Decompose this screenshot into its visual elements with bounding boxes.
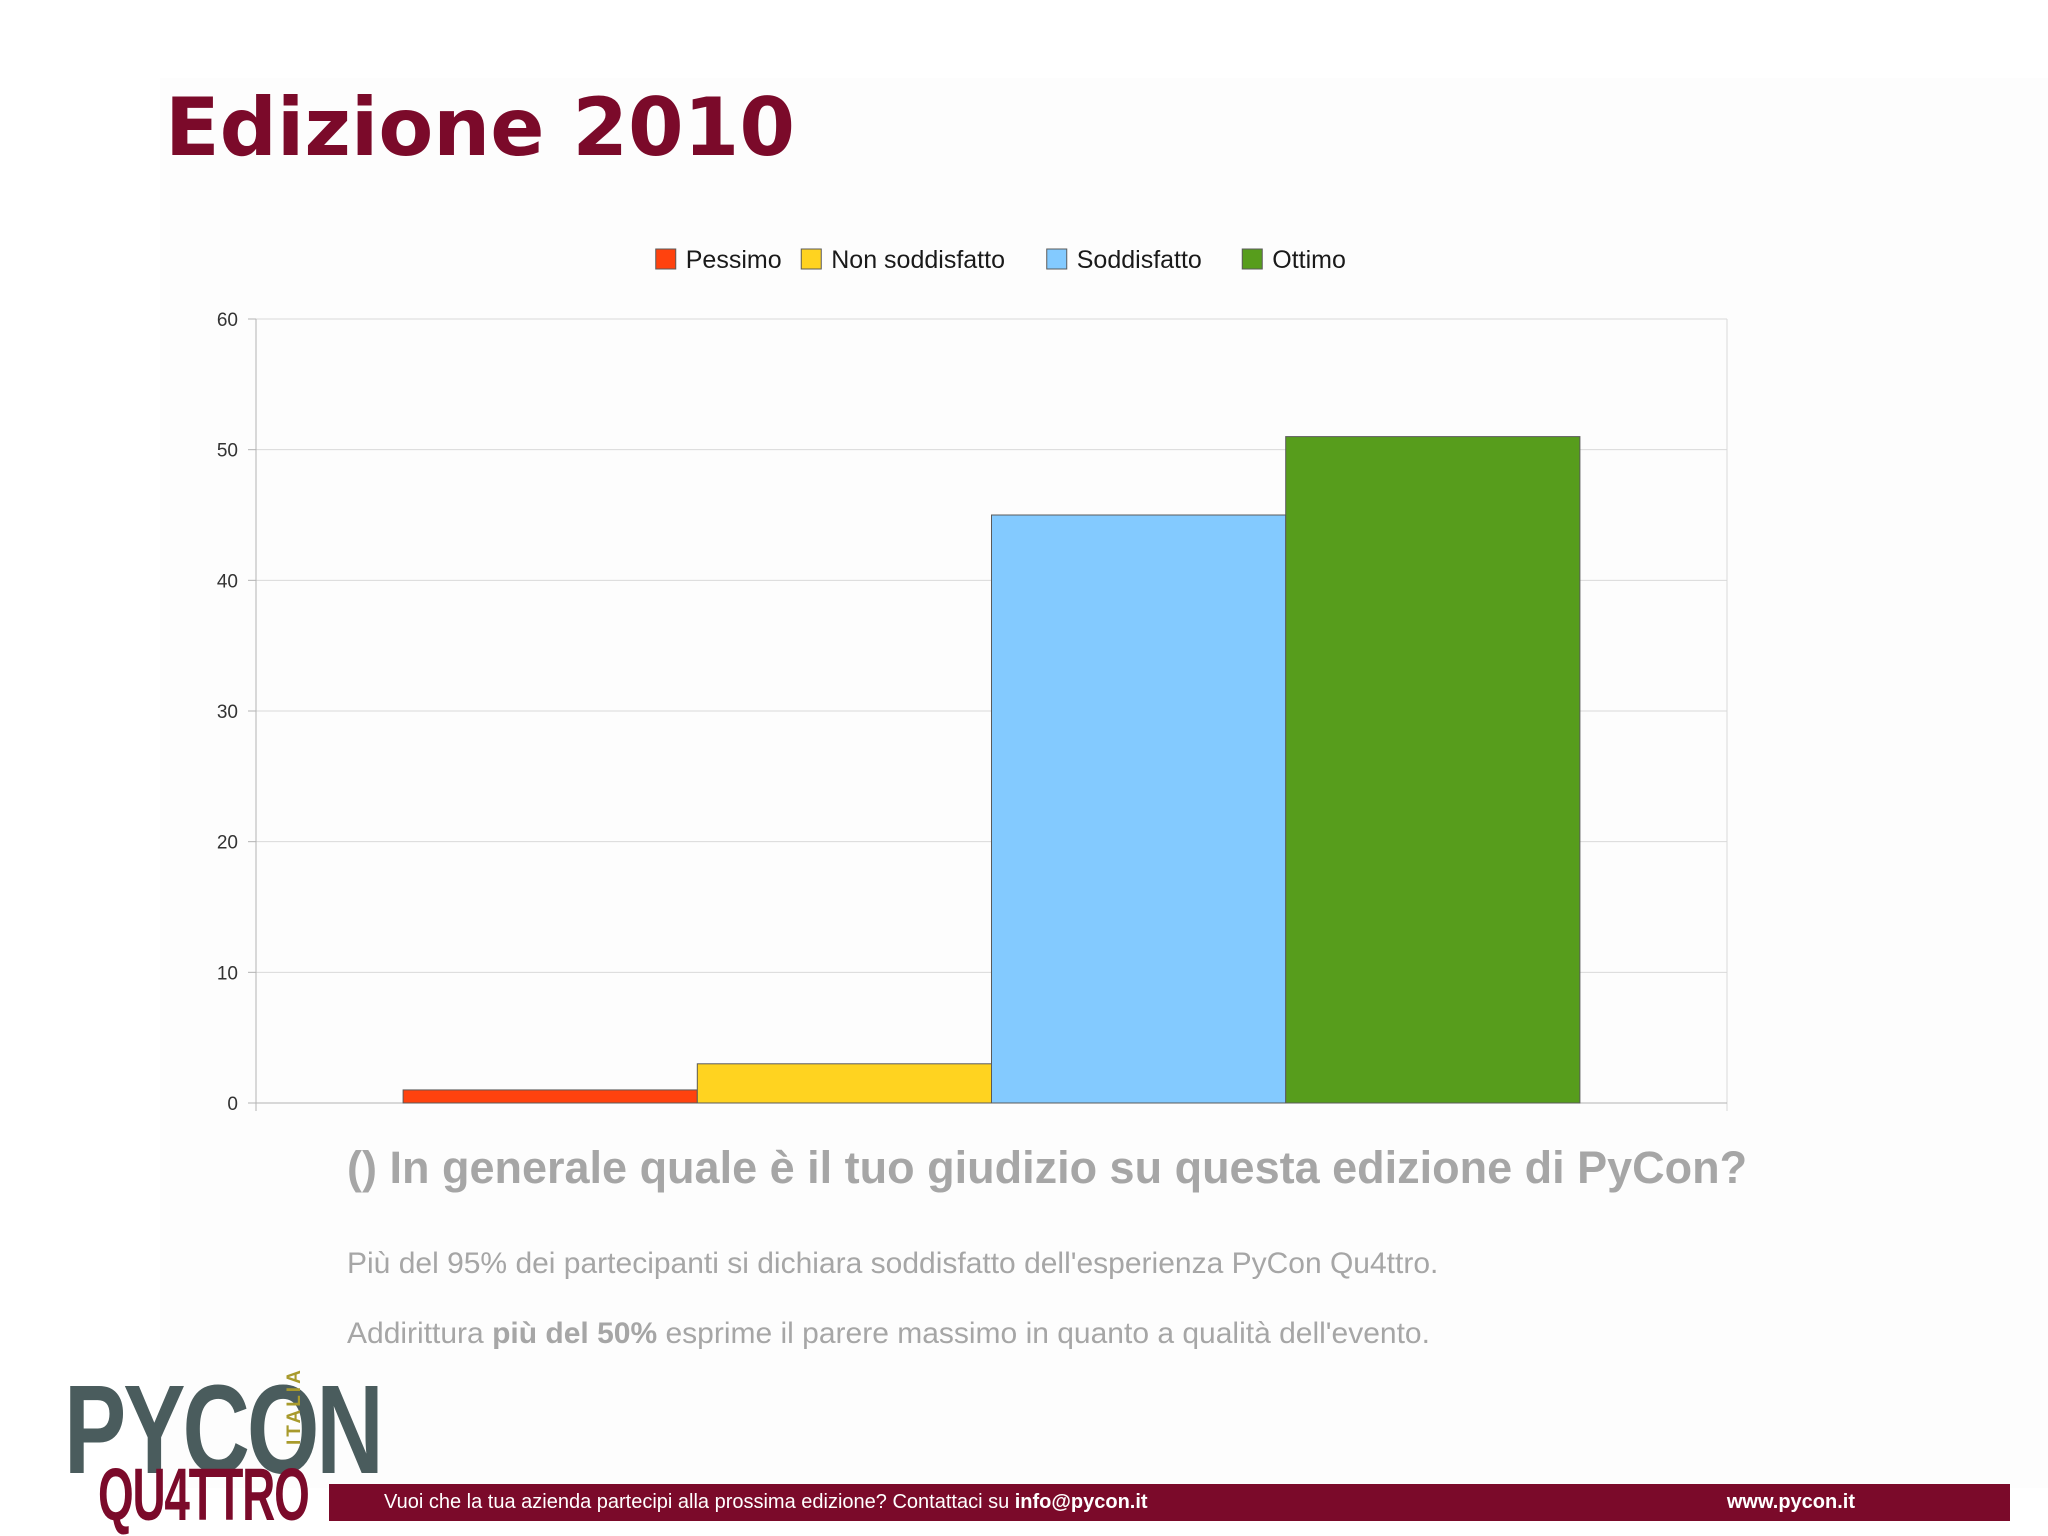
- y-tick-label: 10: [217, 963, 238, 984]
- footer-email-link[interactable]: info@pycon.it: [1014, 1491, 1148, 1513]
- summary-line-2-highlight: più del 50%: [492, 1317, 658, 1350]
- summary-line-2: Addirittura più del 50% esprime il parer…: [347, 1314, 1430, 1354]
- footer-contact-text: Vuoi che la tua azienda partecipi alla p…: [384, 1491, 1015, 1513]
- legend-swatch: [800, 248, 822, 270]
- legend-label: Ottimo: [1272, 246, 1346, 274]
- legend-swatch: [1241, 248, 1263, 270]
- y-tick-label: 50: [217, 441, 238, 462]
- y-tick-label: 20: [217, 833, 238, 854]
- summary-line-1: Più del 95% dei partecipanti si dichiara…: [347, 1247, 1439, 1280]
- slide-title: Edizione 2010: [165, 81, 795, 174]
- legend-label: Pessimo: [686, 246, 782, 274]
- y-tick-label: 0: [227, 1094, 238, 1115]
- survey-question: () In generale quale è il tuo giudizio s…: [347, 1142, 1748, 1193]
- bar-pessimo: [402, 1089, 698, 1104]
- logo-italia-text: ITALIA: [284, 1367, 305, 1445]
- legend-swatch: [1046, 248, 1068, 270]
- bar-chart: 0 10 20 30 40 50 60 Pessimo Non soddisfatto Soddi…: [217, 246, 1728, 1115]
- bar-non-soddisfatto: [696, 1063, 992, 1104]
- y-tick-label: 60: [217, 310, 238, 331]
- footer-contact: Vuoi che la tua azienda partecipi alla p…: [384, 1484, 1148, 1521]
- summary-line-2-suffix: esprime il parere massimo in quanto a qu…: [657, 1317, 1430, 1350]
- logo-pycon-text: PYCON: [64, 1359, 384, 1500]
- y-tick-label: 40: [217, 571, 238, 592]
- bar-soddisfatto: [991, 514, 1287, 1104]
- footer-website-link[interactable]: www.pycon.it: [1726, 1491, 1855, 1513]
- legend-label: Non soddisfatto: [831, 246, 1005, 274]
- bar-ottimo: [1285, 436, 1581, 1104]
- y-tick-label: 30: [217, 702, 238, 723]
- legend-label: Soddisfatto: [1077, 246, 1202, 274]
- pycon-quattro-logo: PYCON ITALIA QU4TTRO: [64, 1367, 384, 1532]
- legend-swatch: [655, 248, 677, 270]
- summary-line-2-prefix: Addirittura: [347, 1317, 493, 1350]
- logo-quattro-text: QU4TTRO: [98, 1453, 310, 1536]
- footer-bar: Vuoi che la tua azienda partecipi alla p…: [329, 1484, 2010, 1521]
